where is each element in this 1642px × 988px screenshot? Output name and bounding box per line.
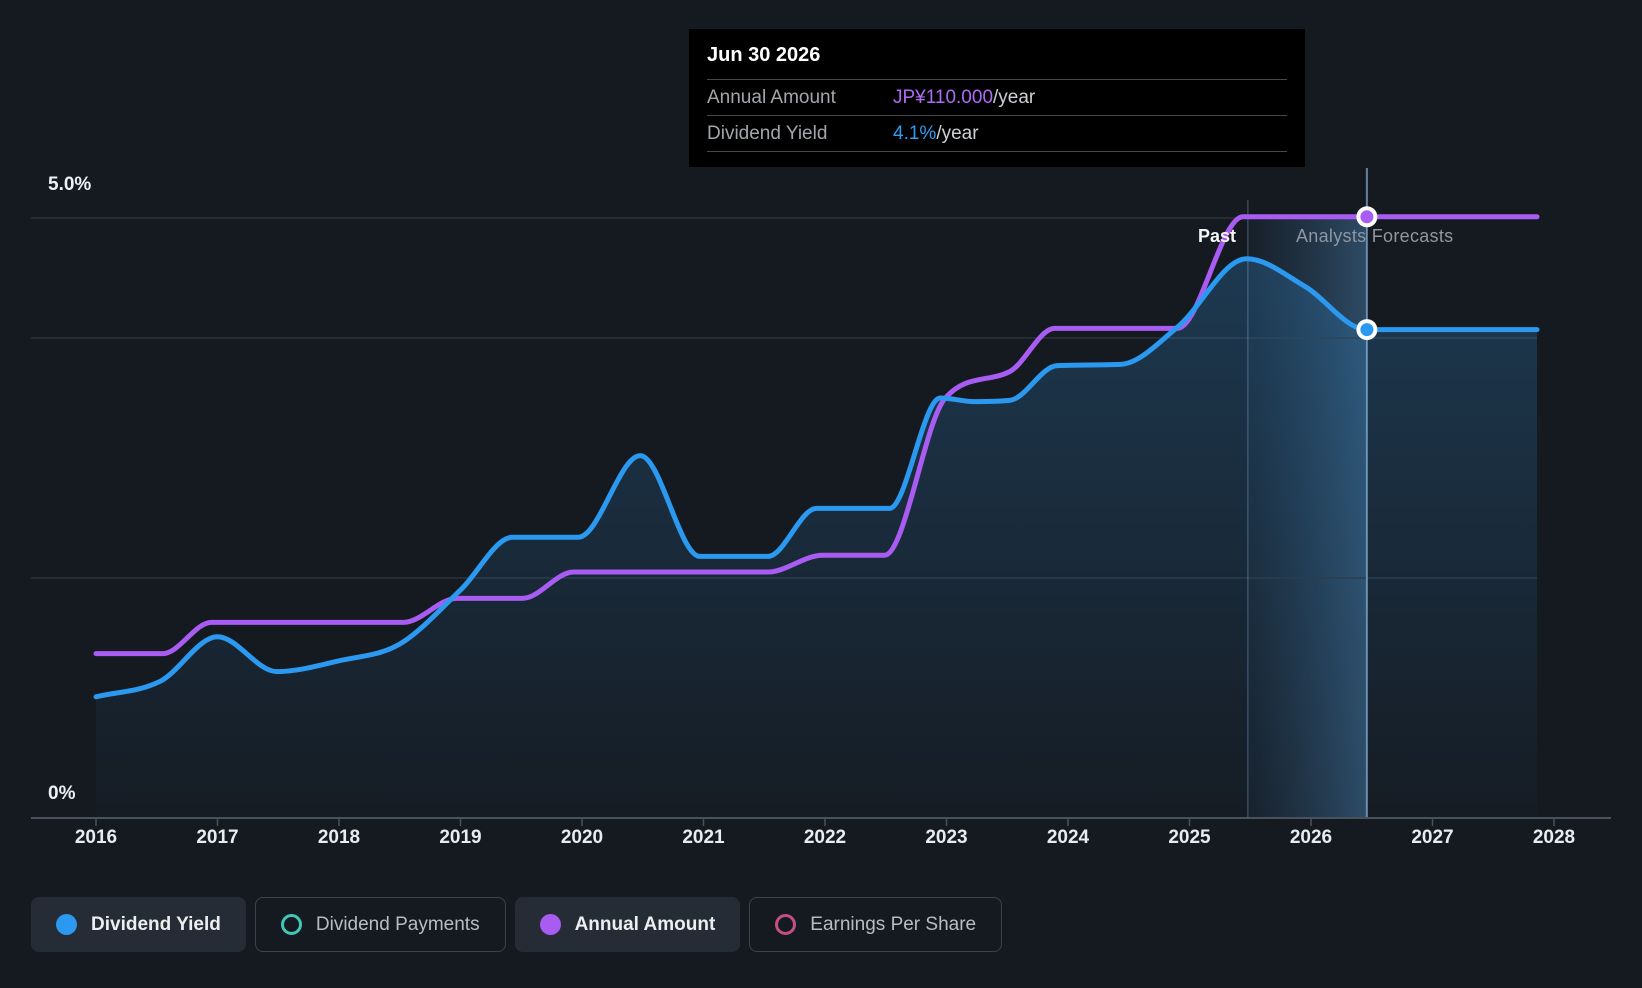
x-axis-label-2026: 2026 [1289,827,1333,848]
dividend-yield-line [93,256,1540,700]
x-axis-label-2022: 2022 [803,827,847,848]
marker-annual-amount[interactable] [1356,206,1378,228]
legend-annual-amount[interactable]: Annual Amount [514,897,741,952]
x-axis-label-2027: 2027 [1411,827,1454,848]
ring-icon [280,914,302,935]
tooltip-row-dividend-yield: Dividend Yield 4.1%/year [689,116,1305,151]
dividend-yield-area [96,258,1537,818]
past-label: Past [1197,226,1236,246]
filled-dot-icon [56,914,77,935]
tooltip-row-label: Annual Amount [707,87,836,108]
x-axis-label-2020: 2020 [560,827,604,848]
tooltip-separator [707,151,1287,152]
legend-label: Dividend Payments [315,913,480,935]
legend: Dividend Yield Dividend Payments Annual Am… [31,897,1003,952]
x-axis-label-2025: 2025 [1168,827,1211,848]
x-axis-label-2019: 2019 [439,827,482,848]
legend-label: Dividend Yield [91,913,221,935]
legend-label: Earnings Per Share [810,913,977,935]
tooltip-row-annual-amount: Annual Amount JP¥110.000/year [689,80,1305,115]
legend-dividend-payments[interactable]: Dividend Payments [254,897,506,952]
x-axis-label-2028: 2028 [1532,827,1576,848]
legend-label: Annual Amount [574,913,716,935]
ring-icon [775,914,797,935]
x-axis-label-2024: 2024 [1046,827,1090,848]
tooltip-row-value: JP¥110.000/year [893,87,1036,108]
filled-dot-icon [539,914,561,935]
analysts-forecasts-label: Analysts Forecasts [1296,226,1454,246]
x-axis-label-2023: 2023 [925,827,968,848]
y-axis-label-max: 5.0% [48,174,92,195]
tooltip-row-label: Dividend Yield [707,123,828,144]
x-axis-label-2017: 2017 [196,827,239,848]
legend-dividend-yield[interactable]: Dividend Yield [31,897,246,952]
tooltip-separator [707,115,1287,116]
tooltip: Jun 30 2026 Annual Amount JP¥110.000/year… [689,29,1305,167]
x-axis-label-2016: 2016 [74,827,118,848]
tooltip-date: Jun 30 2026 [707,44,821,66]
tooltip-separator [707,79,1287,80]
marker-dividend-yield[interactable] [1356,319,1378,341]
tooltip-row-value: 4.1%/year [893,123,979,144]
x-axis-label-2018: 2018 [317,827,361,848]
x-axis-label-2021: 2021 [682,827,725,848]
legend-earnings-per-share[interactable]: Earnings Per Share [749,897,1003,952]
annual-amount-line [93,214,1540,657]
y-axis-label-zero: 0% [48,783,76,804]
